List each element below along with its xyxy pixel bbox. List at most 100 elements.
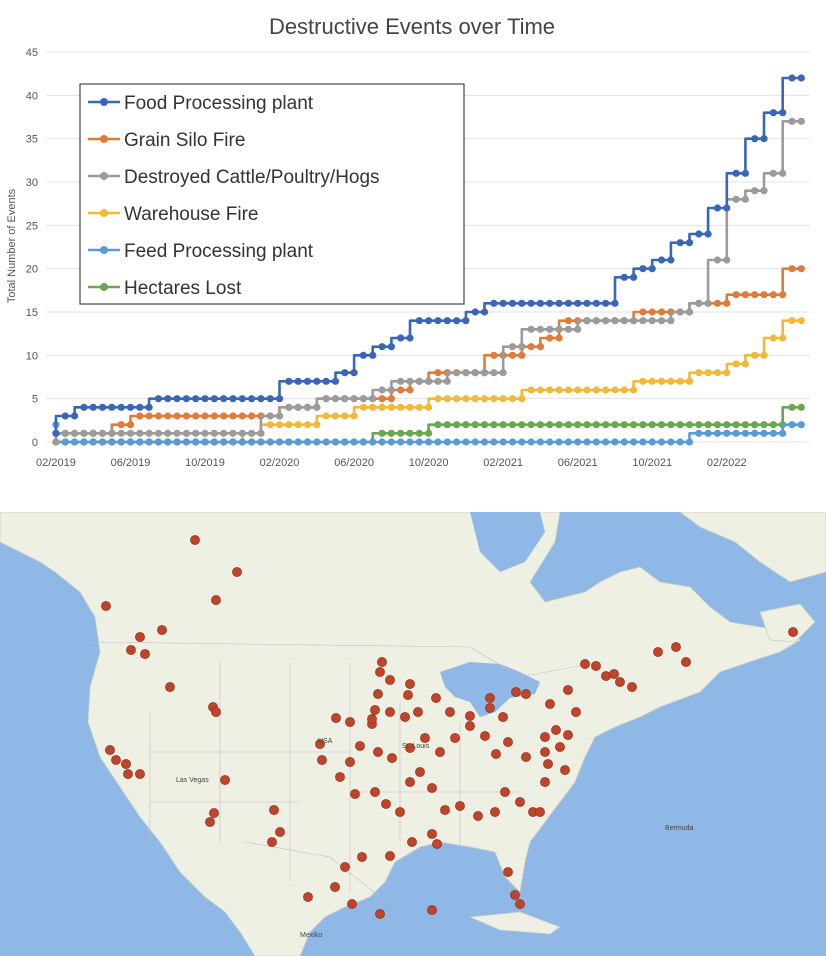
event-marker [427, 783, 437, 793]
data-point [713, 421, 722, 429]
data-point [126, 438, 135, 446]
data-point [555, 299, 563, 307]
data-point [797, 317, 805, 325]
data-point [797, 421, 805, 429]
data-point [695, 369, 703, 377]
data-point [508, 343, 517, 351]
data-point [70, 438, 79, 446]
data-point [676, 377, 684, 385]
data-point [359, 438, 368, 446]
data-point [741, 169, 750, 177]
data-point [471, 308, 479, 316]
data-point [406, 403, 414, 411]
data-point [546, 325, 554, 333]
data-point [611, 421, 619, 429]
data-point [760, 291, 768, 299]
event-marker [681, 657, 691, 667]
data-point [602, 317, 610, 325]
data-point [546, 421, 554, 429]
data-point [378, 386, 386, 394]
data-point [331, 438, 340, 446]
data-point [425, 317, 433, 325]
event-marker [330, 882, 340, 892]
data-point [229, 438, 237, 446]
data-point [238, 438, 246, 446]
data-point [136, 429, 144, 437]
data-point [602, 386, 610, 394]
data-point [220, 395, 228, 403]
data-point [434, 317, 442, 325]
event-marker [440, 805, 450, 815]
data-point [89, 429, 97, 437]
data-point [779, 109, 787, 117]
event-marker [395, 807, 405, 817]
data-point [452, 421, 461, 429]
chart-panel: Destructive Events over Time Total Numbe… [6, 14, 810, 469]
data-point [760, 351, 768, 359]
legend-swatch-marker [100, 246, 108, 254]
legend-item: Warehouse Fire [88, 204, 258, 225]
data-point [629, 386, 638, 394]
data-point [294, 403, 302, 411]
data-point [713, 369, 722, 377]
data-point [350, 369, 358, 377]
event-marker [377, 657, 387, 667]
event-marker [521, 689, 531, 699]
data-point [723, 429, 731, 437]
data-point [452, 438, 461, 446]
data-point [406, 377, 414, 385]
data-point [518, 351, 526, 359]
data-point [732, 169, 740, 177]
data-point [452, 369, 461, 377]
data-point [536, 325, 545, 333]
data-point [639, 421, 647, 429]
data-point [788, 317, 796, 325]
data-point [695, 429, 703, 437]
data-point [154, 395, 163, 403]
data-point [415, 317, 423, 325]
data-point [182, 395, 190, 403]
data-point [70, 429, 79, 437]
data-point [285, 403, 293, 411]
data-point [359, 351, 368, 359]
data-point [769, 421, 777, 429]
data-point [108, 403, 116, 411]
event-marker [355, 741, 365, 751]
data-point [126, 429, 135, 437]
data-point [294, 438, 302, 446]
data-point [769, 109, 777, 117]
event-marker [385, 707, 395, 717]
data-point [303, 403, 312, 411]
event-marker [432, 839, 442, 849]
data-point [397, 377, 405, 385]
event-marker [303, 892, 313, 902]
data-point [713, 256, 722, 264]
data-point [443, 317, 451, 325]
data-point [695, 421, 703, 429]
event-marker [465, 711, 475, 721]
data-point [98, 438, 107, 446]
data-point [247, 395, 256, 403]
data-point [145, 412, 153, 420]
event-marker [105, 745, 115, 755]
data-point [480, 369, 489, 377]
event-marker [331, 713, 341, 723]
greenland-coast [679, 512, 826, 583]
data-point [164, 395, 172, 403]
data-point [443, 377, 451, 385]
data-point [546, 438, 554, 446]
event-marker [427, 905, 437, 915]
data-point [266, 421, 274, 429]
data-point [564, 299, 572, 307]
data-point [378, 395, 386, 403]
data-point [779, 169, 787, 177]
data-point [480, 421, 489, 429]
data-point [192, 412, 200, 420]
data-point [238, 395, 246, 403]
data-point [508, 351, 517, 359]
data-point [415, 377, 423, 385]
data-point [602, 421, 610, 429]
data-point [611, 438, 619, 446]
data-point [527, 421, 535, 429]
event-marker [485, 703, 495, 713]
